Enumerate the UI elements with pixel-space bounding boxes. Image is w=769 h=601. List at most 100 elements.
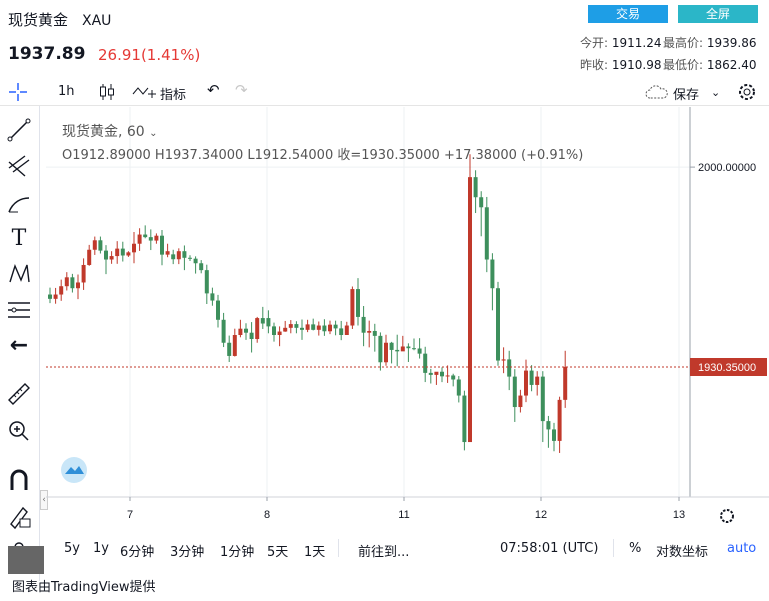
candle-body bbox=[70, 277, 75, 289]
range-3m[interactable]: 3分钟 bbox=[170, 545, 205, 560]
candle-body bbox=[182, 251, 187, 258]
percent-toggle[interactable]: % bbox=[629, 541, 642, 556]
candles-icon[interactable] bbox=[97, 82, 117, 102]
collapse-toolbar-button[interactable]: ‹ bbox=[40, 490, 48, 510]
candle-body bbox=[473, 177, 478, 198]
candle-body bbox=[255, 318, 260, 340]
fullscreen-button[interactable]: 全屏 bbox=[678, 5, 758, 23]
candle-body bbox=[490, 259, 495, 289]
candle-body bbox=[120, 248, 125, 256]
candle-body bbox=[59, 286, 64, 295]
candle-body bbox=[238, 328, 243, 335]
candle-body bbox=[389, 342, 394, 350]
last-price: 1937.89 bbox=[8, 44, 86, 64]
chart-legend-title[interactable]: 现货黄金, 60 ⌄ bbox=[62, 124, 158, 140]
candle-body bbox=[384, 342, 388, 363]
candle-body bbox=[563, 366, 568, 400]
ruler-icon[interactable] bbox=[5, 380, 33, 408]
chevron-down-icon[interactable]: ⌄ bbox=[711, 86, 721, 99]
range-6m[interactable]: 6分钟 bbox=[120, 545, 155, 560]
clock[interactable]: 07:58:01 (UTC) bbox=[500, 541, 599, 556]
candle-body bbox=[333, 324, 338, 329]
range-5y[interactable]: 5y bbox=[64, 541, 80, 556]
stat-high: 最高价: 1939.86 bbox=[663, 36, 757, 50]
undo-icon[interactable]: ↶ bbox=[207, 81, 220, 99]
candle-body bbox=[451, 375, 456, 380]
range-1m[interactable]: 1分钟 bbox=[220, 545, 255, 560]
y-tick-label: 2000.00000 bbox=[698, 162, 756, 174]
zoom-in-icon[interactable] bbox=[5, 417, 33, 445]
price-chart[interactable]: 1930.35000 2000.00000 7 8 11 12 13 bbox=[0, 0, 769, 533]
range-5d[interactable]: 5天 bbox=[267, 545, 289, 560]
candle-body bbox=[294, 324, 299, 328]
log-scale-toggle[interactable]: 对数坐标 bbox=[656, 545, 709, 560]
text-icon[interactable]: T bbox=[11, 226, 27, 251]
candle-body bbox=[344, 325, 349, 335]
candle-body bbox=[361, 316, 366, 333]
brush-icon[interactable] bbox=[5, 190, 33, 218]
candle-body bbox=[496, 288, 500, 361]
credit-text: 图表由TradingView提供 bbox=[12, 580, 156, 595]
candle-body bbox=[512, 376, 517, 408]
candle-body bbox=[557, 399, 562, 441]
drawing-toolbar: T ← ‹ bbox=[0, 106, 48, 581]
pitchfork-icon[interactable] bbox=[5, 152, 33, 180]
magnet-icon[interactable] bbox=[5, 466, 33, 494]
candle-body bbox=[311, 324, 316, 330]
x-tick-label: 11 bbox=[398, 509, 409, 521]
candle-body bbox=[171, 254, 176, 260]
redo-icon[interactable]: ↷ bbox=[235, 81, 248, 99]
candle-body bbox=[378, 335, 383, 363]
candle-body bbox=[210, 293, 215, 301]
tradingview-logo-icon[interactable] bbox=[60, 456, 88, 484]
candle-body bbox=[412, 348, 416, 350]
chart-toolbar: 1h 指标 ↶ ↷ 保存 ⌄ bbox=[0, 78, 769, 106]
candle-body bbox=[216, 300, 220, 320]
candle-body bbox=[462, 395, 467, 443]
pattern-icon[interactable] bbox=[5, 260, 33, 288]
symbol: XAU bbox=[82, 13, 112, 29]
candle-body bbox=[328, 324, 332, 332]
candle-body bbox=[479, 197, 484, 208]
auto-scale-toggle[interactable]: auto bbox=[727, 541, 757, 556]
range-1y[interactable]: 1y bbox=[93, 541, 109, 556]
candle-body bbox=[372, 330, 377, 336]
candle-body bbox=[160, 235, 164, 255]
lock-drawing-icon[interactable] bbox=[5, 502, 33, 530]
candle-body bbox=[356, 289, 360, 317]
candle-body bbox=[501, 359, 506, 361]
candle-body bbox=[367, 330, 372, 333]
fib-icon[interactable] bbox=[5, 296, 33, 324]
candle-body bbox=[434, 371, 439, 375]
candle-body bbox=[154, 235, 159, 241]
candle-body bbox=[193, 258, 198, 264]
candle-body bbox=[546, 421, 551, 430]
arrow-left-icon[interactable]: ← bbox=[9, 333, 29, 358]
divider bbox=[338, 539, 339, 557]
crosshair-icon[interactable] bbox=[6, 80, 30, 104]
x-tick-label: 7 bbox=[127, 509, 133, 521]
indicators-button[interactable]: 指标 bbox=[160, 88, 187, 103]
candle-body bbox=[428, 372, 433, 375]
candle-body bbox=[277, 331, 282, 335]
candle-body bbox=[232, 334, 237, 356]
indicators-icon[interactable] bbox=[132, 82, 158, 102]
range-1d[interactable]: 1天 bbox=[304, 545, 326, 560]
chart-settings-icon[interactable] bbox=[720, 509, 734, 523]
goto-date-button[interactable]: 前往到... bbox=[358, 545, 410, 560]
candle-body bbox=[507, 359, 512, 377]
last-price-badge bbox=[690, 358, 767, 376]
interval-selector[interactable]: 1h bbox=[58, 84, 75, 99]
candle-body bbox=[249, 332, 254, 340]
candle-body bbox=[81, 264, 86, 283]
candle-body bbox=[305, 324, 310, 330]
delete-drawings-button[interactable] bbox=[8, 546, 44, 574]
candle-body bbox=[322, 325, 327, 332]
candle-body bbox=[535, 376, 540, 385]
cloud-icon[interactable] bbox=[644, 84, 670, 100]
trend-line-icon[interactable] bbox=[5, 116, 33, 144]
candle-body bbox=[300, 327, 304, 330]
save-button[interactable]: 保存 bbox=[673, 88, 700, 103]
gear-icon[interactable] bbox=[735, 80, 759, 104]
trade-button[interactable]: 交易 bbox=[588, 5, 668, 23]
